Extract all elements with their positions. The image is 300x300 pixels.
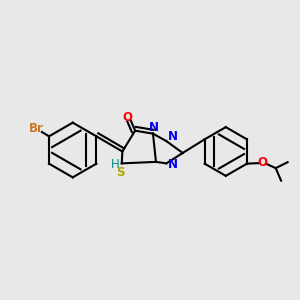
- Text: S: S: [116, 166, 124, 179]
- Text: Br: Br: [28, 122, 44, 135]
- Text: N: N: [168, 130, 178, 143]
- Text: O: O: [257, 156, 267, 169]
- Text: N: N: [168, 158, 178, 171]
- Text: O: O: [123, 111, 133, 124]
- Text: H: H: [111, 158, 119, 171]
- Text: N: N: [148, 121, 159, 134]
